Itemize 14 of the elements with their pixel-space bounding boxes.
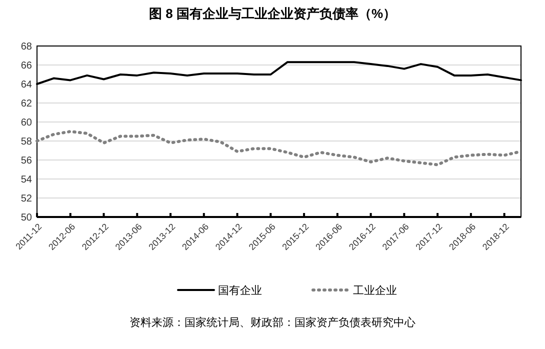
legend-label: 工业企业 <box>353 284 397 297</box>
text: 资料来源：国家统计局、财政部：国家资产负债表研究中心 <box>130 316 416 329</box>
y-tick-label: 52 <box>20 194 32 204</box>
y-tick-label: 50 <box>20 212 32 224</box>
y-tick-label: 60 <box>20 118 32 128</box>
chart-title: 图 8 国有企业与工业企业资产负债率（%） <box>148 6 396 21</box>
y-tick-label: 62 <box>20 98 32 110</box>
y-tick-label: 68 <box>20 42 32 52</box>
y-tick-label: 66 <box>20 60 32 72</box>
y-tick-label: 64 <box>20 80 32 90</box>
y-tick-label: 58 <box>20 136 32 148</box>
legend-label: 国有企业 <box>218 284 262 297</box>
y-tick-label: 54 <box>20 174 32 186</box>
y-tick-label: 56 <box>20 156 32 166</box>
